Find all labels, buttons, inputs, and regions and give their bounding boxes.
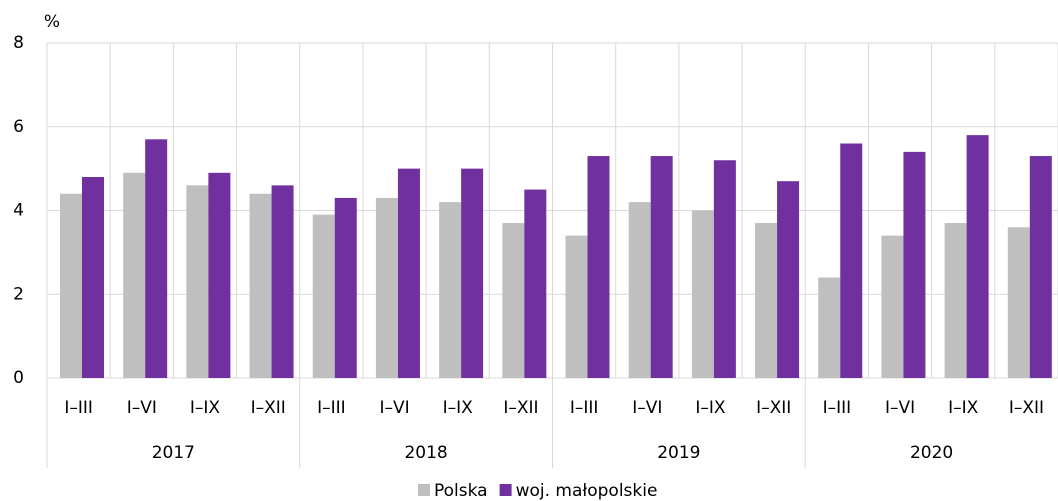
bar [60, 193, 82, 378]
legend-swatch [418, 484, 430, 496]
bar [208, 172, 231, 378]
bar [397, 168, 420, 378]
bar [461, 168, 484, 378]
legend-label: woj. małopolskie [516, 481, 658, 501]
x-tick-label: I–XII [1009, 398, 1044, 418]
y-tick-label: 6 [13, 117, 24, 137]
bar [145, 139, 168, 378]
bar [881, 235, 904, 378]
x-tick-label: I–VI [885, 398, 915, 418]
bar [840, 143, 863, 378]
x-tick-label: I–III [823, 398, 852, 418]
bar [818, 277, 841, 378]
y-axis-label: % [44, 12, 60, 32]
x-tick-label: I–XII [756, 398, 791, 418]
x-tick-label: I–III [64, 398, 93, 418]
x-tick-label: I–IX [695, 398, 726, 418]
bar [123, 172, 146, 378]
legend-label: Polska [434, 481, 488, 501]
bar [713, 160, 736, 378]
bar [1029, 156, 1052, 378]
bar [439, 202, 462, 378]
y-tick-label: 2 [13, 284, 24, 304]
bar [1007, 227, 1030, 378]
bar [903, 151, 926, 378]
y-tick-label: 8 [13, 33, 24, 53]
x-tick-label: I–III [317, 398, 346, 418]
x-tick-label: I–IX [190, 398, 221, 418]
group-label: 2020 [910, 443, 953, 463]
y-tick-label: 0 [13, 368, 24, 388]
x-tick-label: I–III [570, 398, 599, 418]
x-tick-label: I–XII [503, 398, 538, 418]
bar [334, 197, 357, 378]
x-tick-label: I–XII [251, 398, 286, 418]
bar [587, 156, 610, 378]
bar [691, 210, 714, 378]
group-label: 2019 [657, 443, 700, 463]
x-tick-label: I–IX [443, 398, 474, 418]
bar [524, 189, 547, 378]
bar [944, 223, 967, 378]
y-tick-label: 4 [13, 201, 24, 221]
bar [312, 214, 335, 378]
legend-swatch [499, 484, 512, 496]
bar [186, 185, 209, 378]
bar [249, 193, 272, 378]
bar [502, 223, 525, 378]
group-label: 2018 [404, 443, 447, 463]
bar [565, 235, 588, 378]
x-tick-label: I–VI [379, 398, 409, 418]
x-tick-label: I–VI [127, 398, 157, 418]
x-tick-label: I–IX [948, 398, 979, 418]
group-label: 2017 [152, 443, 195, 463]
bar [375, 197, 398, 378]
bar [755, 223, 778, 378]
bar [271, 185, 294, 378]
bar [82, 177, 104, 378]
x-tick-label: I–VI [632, 398, 662, 418]
bar [777, 181, 800, 378]
bar [966, 135, 989, 378]
bar [650, 156, 673, 378]
bar [628, 202, 651, 378]
